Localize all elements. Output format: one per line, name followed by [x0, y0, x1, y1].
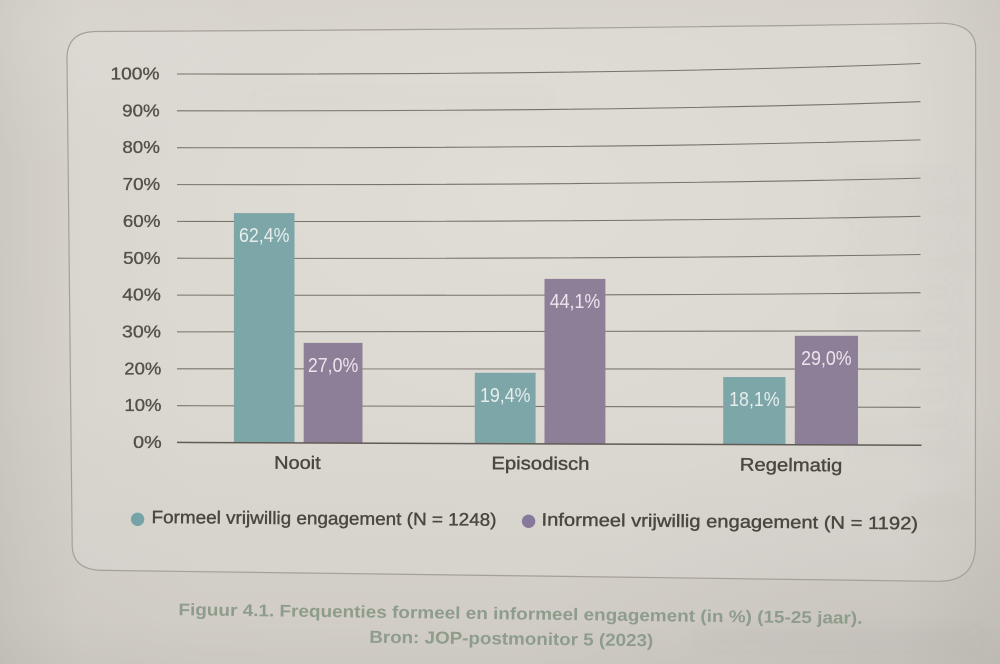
- svg-text:Informeel vrijwillig engagemen: Informeel vrijwillig engagement (N = 119…: [541, 510, 918, 534]
- svg-text:90%: 90%: [122, 100, 160, 120]
- svg-text:70%: 70%: [123, 174, 161, 194]
- svg-text:44,1%: 44,1%: [550, 291, 601, 313]
- svg-text:20%: 20%: [124, 358, 161, 378]
- svg-text:Regelmatig: Regelmatig: [740, 455, 843, 476]
- svg-text:29,0%: 29,0%: [801, 348, 852, 370]
- svg-text:27,0%: 27,0%: [308, 355, 359, 377]
- svg-text:62,4%: 62,4%: [239, 225, 290, 247]
- svg-text:10%: 10%: [125, 395, 162, 415]
- svg-text:Nooit: Nooit: [274, 453, 321, 473]
- svg-text:80%: 80%: [122, 137, 160, 157]
- svg-text:60%: 60%: [123, 211, 161, 231]
- svg-text:0%: 0%: [133, 432, 162, 452]
- svg-text:19,4%: 19,4%: [480, 385, 531, 407]
- svg-text:Bron: JOP-postmonitor 5 (2023): Bron: JOP-postmonitor 5 (2023): [369, 627, 653, 651]
- svg-text:Episodisch: Episodisch: [491, 453, 589, 474]
- svg-text:30%: 30%: [122, 321, 161, 341]
- svg-text:40%: 40%: [122, 285, 161, 305]
- svg-text:Formeel vrijwillig engagement: Formeel vrijwillig engagement (N = 1248): [151, 507, 496, 530]
- svg-text:50%: 50%: [123, 248, 161, 268]
- svg-text:100%: 100%: [111, 64, 160, 84]
- svg-text:18,1%: 18,1%: [729, 389, 780, 411]
